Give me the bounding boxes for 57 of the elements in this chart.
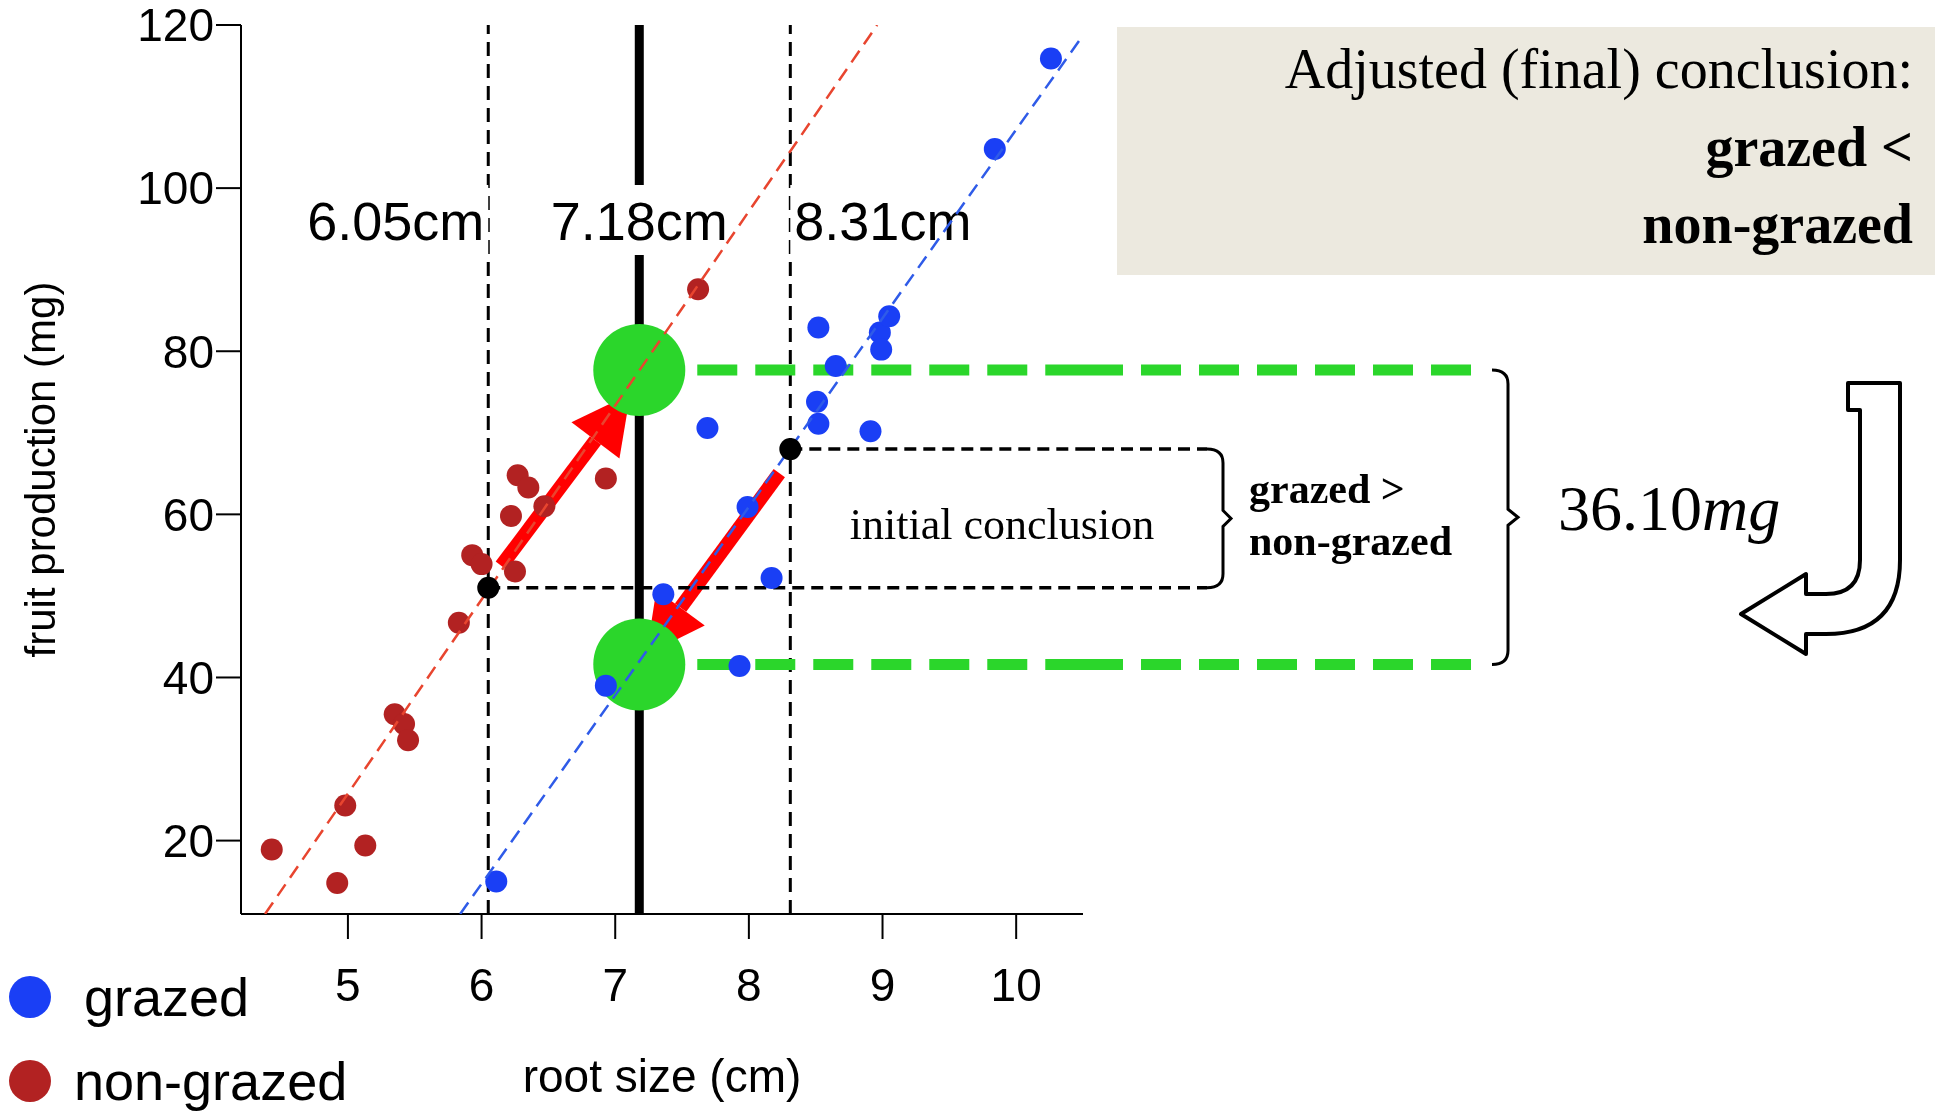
ref-line-label: 6.05cm xyxy=(307,191,485,251)
point xyxy=(447,611,470,634)
x-axis-title: root size (cm) xyxy=(522,1050,802,1102)
x-tick-label: 10 xyxy=(990,959,1042,1011)
x-tick-label: 9 xyxy=(869,959,896,1011)
point xyxy=(477,576,500,599)
point xyxy=(878,305,901,328)
point xyxy=(696,416,719,439)
y-tick-label: 20 xyxy=(162,814,214,867)
point xyxy=(594,467,617,490)
point xyxy=(354,834,377,857)
point xyxy=(807,412,830,435)
point xyxy=(533,495,556,518)
x-tick-label: 7 xyxy=(602,959,629,1011)
text: non-grazed xyxy=(1642,193,1913,255)
point xyxy=(728,655,751,678)
point xyxy=(983,137,1006,160)
ref-line-label: 7.18cm xyxy=(550,191,728,251)
point xyxy=(326,872,349,895)
point xyxy=(806,390,829,413)
ref-line-label: 8.31cm xyxy=(794,191,972,251)
x-tick-label: 5 xyxy=(335,959,361,1011)
text: Adjusted (final) conclusion: xyxy=(1284,38,1913,101)
point xyxy=(1039,47,1062,70)
text: grazed < xyxy=(1705,116,1913,178)
point xyxy=(485,870,508,893)
point xyxy=(824,354,847,377)
point xyxy=(760,566,783,589)
y-tick-label: 100 xyxy=(137,162,214,215)
point xyxy=(779,438,802,461)
text: 36.10mg xyxy=(1558,473,1781,544)
point xyxy=(260,838,283,861)
y-tick-label: 60 xyxy=(162,488,214,541)
y-tick-label: 80 xyxy=(162,325,214,378)
text: grazed > xyxy=(1249,466,1405,512)
legend-label: non-grazed xyxy=(74,1050,348,1112)
point xyxy=(807,316,830,339)
point xyxy=(687,278,710,301)
y-axis-title: fruit production (mg) xyxy=(16,281,64,658)
annotation: initial conclusion xyxy=(849,500,1155,549)
point xyxy=(470,553,493,576)
y-tick-label: 40 xyxy=(162,651,214,704)
point xyxy=(499,504,522,527)
point xyxy=(859,420,882,443)
point xyxy=(334,794,357,817)
point xyxy=(652,583,675,606)
y-tick-label: 120 xyxy=(137,0,214,52)
point xyxy=(594,674,617,697)
legend-label: grazed xyxy=(84,966,250,1028)
point xyxy=(870,338,893,361)
point xyxy=(397,729,420,752)
point xyxy=(503,560,526,583)
point xyxy=(517,476,540,499)
text: non-grazed xyxy=(1249,518,1452,564)
point xyxy=(736,496,759,519)
x-tick-label: 8 xyxy=(736,959,762,1011)
x-tick-label: 6 xyxy=(468,959,495,1011)
